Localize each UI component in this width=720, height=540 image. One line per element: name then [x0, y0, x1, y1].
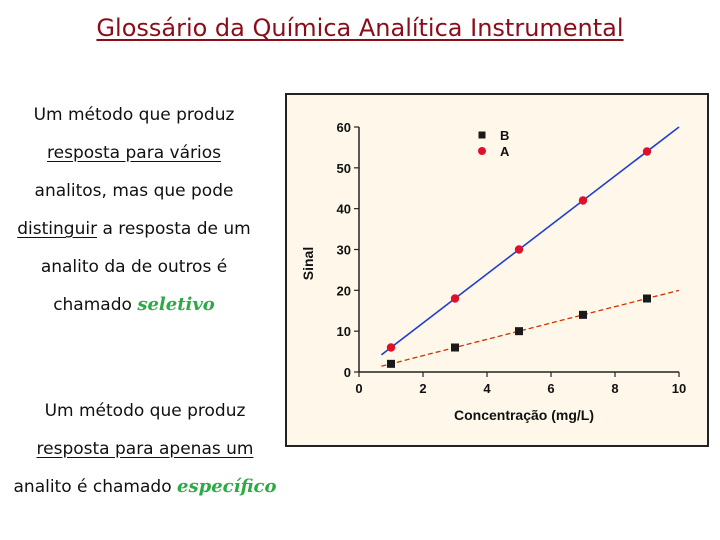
data-point-B — [451, 343, 459, 352]
distinguish-word: distinguir — [17, 219, 98, 239]
data-point-B — [387, 359, 395, 368]
selective-line-4-rest: a resposta de um — [97, 219, 251, 239]
selective-line-6: chamado seletivo — [0, 286, 268, 324]
selective-line-6-text: chamado — [53, 295, 138, 315]
data-point-A — [642, 147, 652, 156]
keyword-especifico: específico — [177, 476, 277, 497]
data-point-A — [386, 343, 396, 352]
calibration-chart: 0 10 20 30 40 50 60 0 2 4 6 8 10 Concentração (mg/L) S… — [285, 93, 709, 447]
selective-line-5: analito da de outros é — [40, 257, 228, 277]
x-tick-label: 6 — [547, 381, 554, 396]
calibration-chart-svg: 0 10 20 30 40 50 60 0 2 4 6 8 10 Concentração (mg/L) S… — [300, 120, 686, 423]
legend-marker-A — [478, 147, 486, 155]
slide-title: Glossário da Química Analítica Instrumen… — [96, 14, 624, 42]
data-point-B — [579, 310, 587, 319]
selective-line-2: resposta para vários — [47, 143, 221, 163]
y-axis-title: Sinal — [300, 247, 316, 280]
specific-line-3: analito é chamado específico — [0, 468, 290, 506]
fit-line-B — [381, 289, 680, 367]
specific-line-1: Um método que produz — [44, 401, 246, 421]
y-tick-label: 30 — [337, 243, 351, 258]
y-tick-label: 10 — [337, 324, 351, 339]
selective-line-4: distinguir a resposta de um — [0, 210, 268, 248]
data-point-A — [450, 294, 460, 303]
y-tick-label: 20 — [337, 283, 351, 298]
y-tick-label: 50 — [337, 161, 351, 176]
keyword-seletivo: seletivo — [137, 294, 215, 315]
selective-line-1: Um método que produz — [33, 105, 235, 125]
specific-line-3-text: analito é chamado — [13, 477, 178, 497]
data-point-B — [515, 327, 523, 336]
selective-definition: Um método que produz resposta para vário… — [0, 96, 268, 324]
specific-definition: Um método que produz resposta para apena… — [0, 392, 290, 506]
x-tick-label: 8 — [611, 381, 618, 396]
legend-marker-B — [478, 131, 486, 139]
data-point-A — [514, 245, 524, 254]
data-point-A — [578, 196, 588, 205]
x-tick-label: 4 — [483, 381, 491, 396]
x-axis-title: Concentração (mg/L) — [454, 407, 594, 423]
legend-label-A: A — [500, 144, 510, 159]
fit-line-A — [380, 126, 680, 356]
selective-line-3: analitos, mas que pode — [34, 181, 234, 201]
legend-label-B: B — [500, 128, 509, 143]
x-tick-label: 0 — [355, 381, 362, 396]
y-tick-label: 60 — [337, 120, 351, 135]
data-point-B — [643, 294, 651, 303]
y-tick-label: 40 — [337, 202, 351, 217]
x-tick-label: 2 — [419, 381, 426, 396]
x-tick-label: 10 — [672, 381, 686, 396]
specific-line-2: resposta para apenas um — [36, 439, 254, 459]
y-tick-label: 0 — [344, 365, 351, 380]
